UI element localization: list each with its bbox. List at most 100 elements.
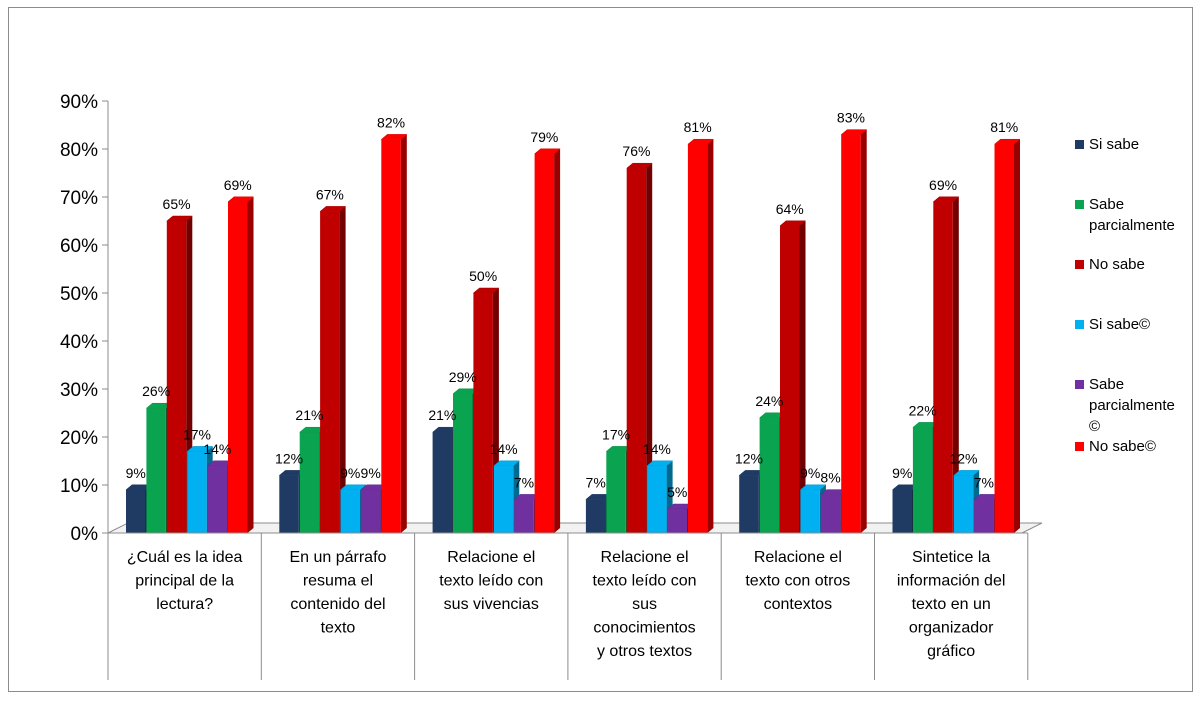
bar — [647, 465, 667, 533]
category-label-line: texto leído con — [439, 573, 543, 590]
bar-side — [400, 134, 407, 533]
data-label: 9% — [892, 465, 912, 481]
category-label: En un párrafo resuma el contenido del texto — [289, 549, 386, 637]
category-label-line: sus vivencias — [444, 596, 539, 613]
data-label: 14% — [203, 441, 231, 457]
data-label: 81% — [684, 119, 712, 135]
legend-label-line: Si sabe© — [1089, 316, 1150, 333]
bar — [207, 465, 228, 533]
data-label: 17% — [183, 426, 211, 442]
data-label: 17% — [602, 426, 630, 442]
bar — [534, 153, 555, 534]
legend-label: Si sabe© — [1089, 316, 1150, 333]
bar — [473, 293, 493, 533]
bar — [759, 417, 780, 533]
legend-label-line: No sabe© — [1089, 438, 1156, 455]
bar — [381, 139, 401, 533]
legend-label-line: Sabe — [1089, 196, 1124, 213]
legend-swatch — [1075, 320, 1084, 329]
y-tick-label: 60% — [60, 236, 98, 257]
category-label-line: y otros textos — [597, 643, 692, 660]
bar — [320, 211, 340, 533]
data-label: 69% — [929, 177, 957, 193]
bar — [892, 489, 912, 533]
data-label: 7% — [586, 474, 606, 490]
data-label: 24% — [755, 393, 783, 409]
bar — [933, 201, 953, 534]
data-label: 8% — [820, 470, 840, 486]
category-label-line: organizador — [909, 620, 994, 637]
category-label: ¿Cuál es la idea principal de la lectura? — [127, 549, 243, 613]
category-label-line: Relacione el — [447, 549, 535, 566]
bar — [299, 432, 320, 533]
data-label: 76% — [622, 143, 650, 159]
bar — [166, 221, 187, 533]
bars — [125, 129, 1021, 534]
legend-label-line: © — [1089, 418, 1100, 435]
bar — [493, 465, 514, 533]
bar — [432, 432, 453, 533]
legend-label: Si sabe — [1089, 136, 1139, 153]
category-axis-table: ¿Cuál es la idea principal de la lectura? E… — [107, 532, 1029, 680]
bar — [279, 475, 299, 533]
category-label-line: Relacione el — [601, 549, 689, 566]
y-tick-label: 10% — [60, 476, 98, 497]
legend-label-line: No sabe — [1089, 256, 1145, 273]
data-label: 14% — [643, 441, 671, 457]
data-label: 12% — [949, 450, 977, 466]
data-label: 26% — [142, 383, 170, 399]
category-label-line: En un párrafo — [289, 549, 386, 566]
category-label-line: resuma el — [303, 573, 373, 590]
bar — [606, 451, 626, 533]
bar-side — [707, 139, 714, 533]
bar — [228, 201, 248, 534]
data-label: 9% — [126, 465, 146, 481]
data-label: 7% — [514, 474, 534, 490]
data-label: 83% — [837, 110, 865, 126]
category-label-line: texto leído con — [593, 573, 697, 590]
bar-side — [339, 206, 346, 533]
bar — [585, 499, 606, 533]
bar — [780, 225, 800, 534]
bar — [667, 509, 687, 533]
data-label: 9% — [361, 465, 381, 481]
y-tick-label: 50% — [60, 284, 98, 305]
data-label: 65% — [163, 196, 191, 212]
data-label: 12% — [275, 450, 303, 466]
bar-side — [1014, 139, 1020, 533]
legend-swatch — [1075, 380, 1084, 389]
bar — [146, 408, 166, 533]
data-label: 21% — [428, 407, 456, 423]
data-label: 79% — [530, 129, 558, 145]
chart-frame — [8, 7, 1193, 692]
bar — [687, 144, 708, 533]
category-label: Relacione el texto con otros contextos — [745, 549, 850, 613]
y-tick-label: 40% — [60, 332, 98, 353]
category-label-line: conocimientos — [593, 620, 695, 637]
data-label: 12% — [735, 450, 763, 466]
bar — [800, 489, 820, 533]
bar — [820, 494, 841, 533]
data-label: 9% — [800, 465, 820, 481]
category-label-line: Relacione el — [754, 549, 842, 566]
y-tick-label: 0% — [71, 524, 99, 545]
y-tick-label: 90% — [60, 92, 98, 113]
bar — [994, 144, 1014, 533]
legend-swatch — [1075, 442, 1084, 451]
category-label-line: texto en un — [912, 596, 991, 613]
data-label: 5% — [667, 484, 687, 500]
data-label: 69% — [224, 177, 252, 193]
category-label-line: sus — [632, 596, 657, 613]
data-label: 64% — [776, 201, 804, 217]
y-tick-label: 20% — [60, 428, 98, 449]
bar — [626, 168, 647, 533]
bar-side — [799, 220, 806, 534]
category-label-line: texto — [321, 620, 356, 637]
data-label: 7% — [974, 474, 994, 490]
legend: Si sabe Sabe parcialmente No sabe Si sabe© Sa… — [1075, 136, 1175, 455]
legend-label-line: Sabe — [1089, 376, 1124, 393]
data-label: 14% — [490, 441, 518, 457]
data-label: 82% — [377, 114, 405, 130]
y-tick-label: 80% — [60, 140, 98, 161]
